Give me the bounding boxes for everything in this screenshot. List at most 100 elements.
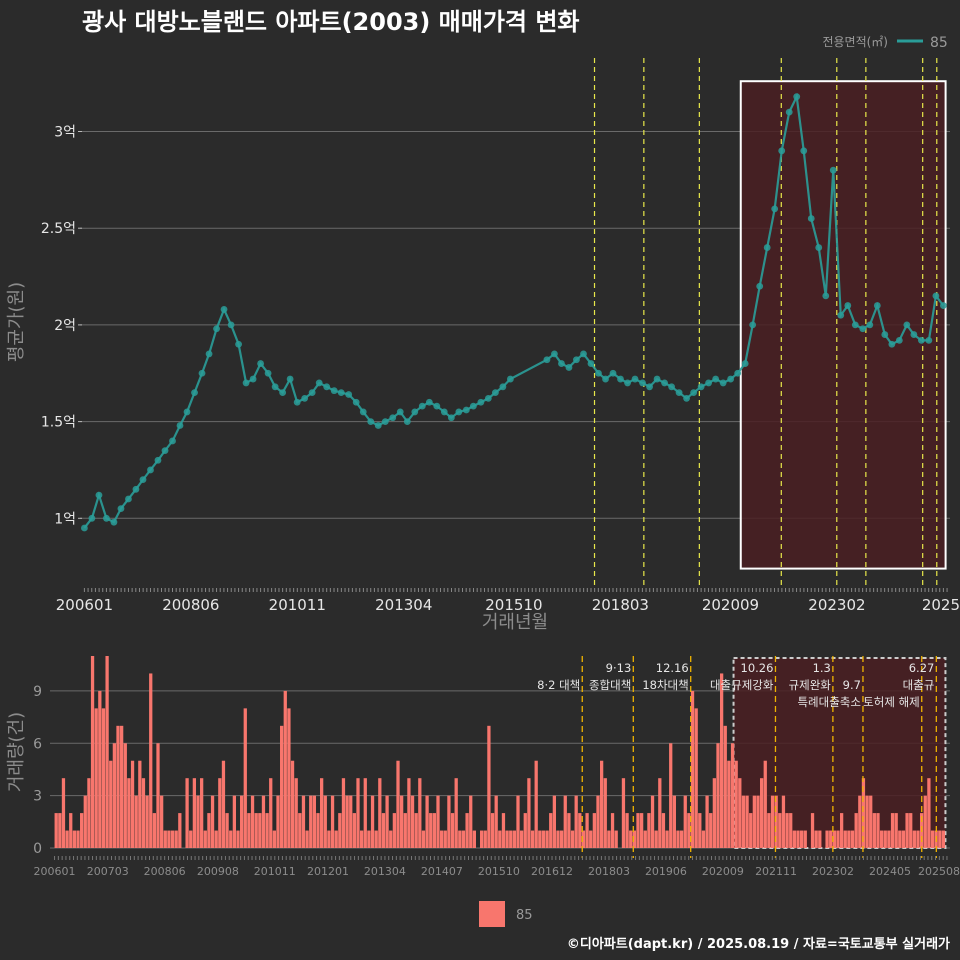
volume-bar <box>240 795 244 848</box>
volume-bar <box>839 813 844 848</box>
price-panel: 1억 1.5억 2억 2.5억 3억 200601 200806 201011 201304 20… <box>6 58 960 633</box>
volume-bar <box>381 813 386 848</box>
price-point <box>829 166 837 174</box>
volume-bar <box>909 813 913 848</box>
volume-bar <box>690 690 695 848</box>
volume-bar <box>850 830 855 848</box>
price-point <box>95 491 103 499</box>
price-x-tick-label: 200601 <box>56 596 113 614</box>
price-point <box>602 375 609 383</box>
price-point <box>345 391 353 398</box>
volume-bar <box>734 760 738 848</box>
volume-bar <box>927 778 931 848</box>
volume-bar <box>287 708 291 848</box>
price-point <box>734 369 742 377</box>
volume-bar <box>218 778 222 848</box>
price-point <box>837 311 845 319</box>
price-point <box>573 356 580 364</box>
footer-credit: ©디아파트(dapt.kr) / 2025.08.19 / 자료=국토교통부 실… <box>567 936 950 952</box>
volume-bar <box>592 813 596 848</box>
price-point <box>932 292 940 300</box>
price-point <box>411 408 419 416</box>
price-x-tick-label: 201011 <box>269 596 326 614</box>
volume-bar <box>178 813 182 848</box>
volume-bar <box>778 813 782 848</box>
volume-bar <box>345 795 349 848</box>
price-point <box>705 379 713 387</box>
volume-bar <box>450 813 455 848</box>
volume-bar <box>250 795 255 848</box>
volume-bar <box>254 813 258 848</box>
price-point <box>117 505 125 513</box>
volume-bar <box>305 830 309 848</box>
price-point <box>939 302 947 309</box>
volume-bar <box>676 830 680 848</box>
volume-bar <box>123 743 127 848</box>
price-point <box>661 379 668 387</box>
price-point <box>639 379 646 387</box>
volume-bar <box>712 778 716 848</box>
price-point <box>778 147 786 155</box>
volume-bar <box>941 830 946 848</box>
volume-bar <box>214 830 218 848</box>
volume-bar <box>465 813 469 848</box>
volume-bar <box>661 813 666 848</box>
volume-bar <box>301 795 306 848</box>
volume-bar <box>185 778 189 848</box>
volume-bar <box>912 830 916 848</box>
price-y-tick-label: 1억 <box>54 511 76 527</box>
volume-bar <box>596 795 600 848</box>
volume-bar <box>316 813 320 848</box>
volume-bar <box>232 795 237 848</box>
volume-bar <box>280 725 284 848</box>
volume-bar <box>803 830 807 848</box>
price-point <box>917 336 925 344</box>
price-point <box>154 456 162 464</box>
price-point <box>624 379 631 387</box>
volume-bar <box>887 830 891 848</box>
volume-bar <box>683 795 687 848</box>
policy-label: 규제완화 <box>789 678 832 692</box>
price-point <box>183 408 191 416</box>
volume-x-tick-label: 201803 <box>588 865 630 878</box>
volume-x-tick-label: 202302 <box>812 865 854 878</box>
price-point <box>286 375 294 383</box>
volume-bar <box>261 795 266 848</box>
volume-bar <box>407 778 411 848</box>
volume-bar <box>149 673 153 848</box>
price-point <box>271 383 279 391</box>
volume-bar <box>669 743 673 848</box>
volume-bar <box>189 830 193 848</box>
volume-bar <box>94 708 98 848</box>
volume-bar <box>472 830 477 848</box>
volume-bar <box>203 830 207 848</box>
volume-bar <box>192 778 197 848</box>
volume-bar <box>272 830 277 848</box>
price-point <box>888 340 896 348</box>
volume-bar <box>672 795 676 848</box>
price-point <box>895 336 903 344</box>
volume-bar <box>200 778 204 848</box>
volume-bar <box>69 813 73 848</box>
volume-bar <box>378 778 382 848</box>
volume-bar <box>505 830 509 848</box>
volume-x-tick-label: 201011 <box>254 865 296 878</box>
volume-bar <box>276 795 280 848</box>
volume-bar <box>141 778 146 848</box>
price-point <box>279 389 287 396</box>
volume-bar <box>327 830 331 848</box>
price-point <box>499 383 507 391</box>
price-point <box>653 375 661 383</box>
volume-bar <box>770 795 775 848</box>
volume-bar <box>367 830 371 848</box>
price-point <box>132 485 140 493</box>
volume-bar <box>814 830 818 848</box>
policy-label: 6.27 <box>909 661 935 675</box>
price-point <box>558 360 565 367</box>
volume-bar <box>825 830 829 848</box>
price-point <box>176 422 184 429</box>
volume-x-tick-label: 202009 <box>702 865 744 878</box>
volume-bar <box>432 813 437 848</box>
volume-bar <box>570 830 575 848</box>
